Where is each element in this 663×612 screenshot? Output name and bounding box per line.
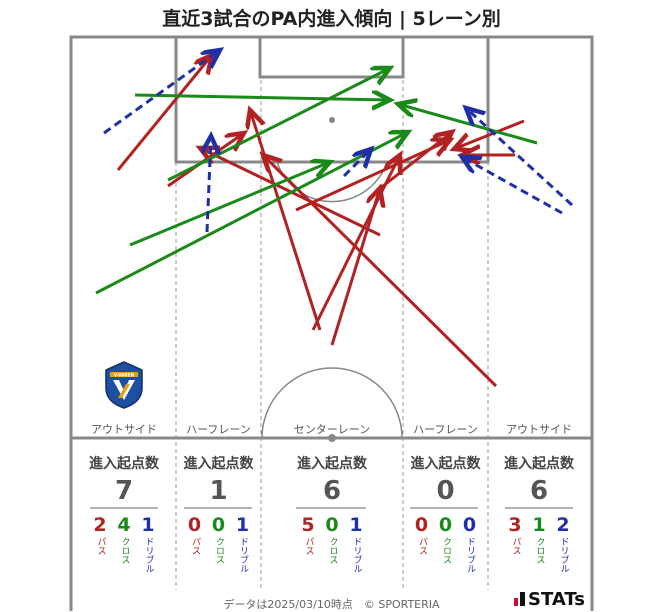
pass-arrow [295,140,450,212]
dribble-label: ドリブル [465,537,475,573]
lane-label-halfspace-right: ハーフレーン [413,423,478,436]
cross-count: 4 [117,514,131,536]
stats-logo: STATs [514,589,585,610]
stats-logo-text: STATs [528,589,585,610]
dribble-count: 1 [235,514,250,536]
lane-stat-breakdown: 5 パス 0 クロス 1 ドリブル [261,514,403,573]
lane-stat-breakdown: 2 パス 4 クロス 1 ドリブル [76,514,172,573]
pitch-outline [69,35,594,611]
cross-label: クロス [119,537,130,564]
dribble-arrow [342,149,371,178]
dribble-count: 2 [556,514,570,536]
penalty-spot [329,117,335,123]
cross-count: 1 [532,514,546,536]
pass-count: 3 [508,514,522,536]
lane-stat-total: 7 [114,476,134,506]
pass-arrow [263,155,498,388]
lane-stat-breakdown: 0 パス 0 クロス 0 ドリブル [403,514,488,573]
pass-label: パス [190,537,200,555]
pass-arrow [250,110,322,331]
cross-arrow [134,95,390,100]
lane-stat-header: 進入起点数 [89,456,159,472]
pass-count: 0 [414,514,429,536]
lane-stat-breakdown: 3 パス 1 クロス 2 ドリブル [488,514,590,573]
page-title: 直近3試合のPA内進入傾向 | 5レーン別 [162,8,501,30]
cross-arrow [167,68,390,182]
dribble-arrow [462,157,563,215]
svg-text:V-VAREN: V-VAREN [114,372,135,377]
cross-arrow [95,132,408,295]
pass-arrow [377,132,452,192]
pass-arrow [330,188,380,346]
dribble-arrow [466,108,574,207]
footer-credit: データは2025/03/10時点 © SPORTERIA [223,598,440,611]
dribble-label: ドリブル [143,537,154,573]
dribble-label: ドリブル [238,537,248,573]
lane-stat-total: 0 [436,476,455,506]
pass-count: 5 [301,514,315,536]
cross-count: 0 [438,514,453,536]
cross-label: クロス [534,537,545,564]
pass-label: パス [510,537,521,555]
dribble-arrows [103,50,574,233]
center-spot [328,434,336,442]
goal-area [258,37,405,79]
lane-stat-breakdown: 0 パス 0 クロス 1 ドリブル [176,514,261,573]
pass-count: 0 [187,514,202,536]
lane-label-outside-left: アウトサイド [91,423,157,436]
center-circle [261,367,403,439]
lane-stat-header: 進入起点数 [504,456,574,472]
pass-label: パス [95,537,106,555]
dribble-count: 0 [462,514,477,536]
cross-count: 0 [325,514,339,536]
cross-arrows [95,68,538,295]
lane-label-outside-right: アウトサイド [506,423,572,436]
pass-count: 2 [93,514,107,536]
dribble-arrow [103,50,220,135]
lane-stat-header: 進入起点数 [183,456,254,472]
lane-stat-total: 6 [322,476,342,506]
dribble-label: ドリブル [351,537,362,573]
lane-stat-header: 進入起点数 [410,456,481,472]
dribble-count: 1 [141,514,155,536]
pass-label: パス [417,537,427,555]
lane-label-center: センターレーン [293,423,371,436]
team-crest-logo: V-VAREN [105,361,143,409]
lane-stat-header: 進入起点数 [297,456,367,472]
dribble-label: ドリブル [558,537,569,573]
cross-label: クロス [214,537,224,564]
penalty-arc [276,161,388,203]
cross-label: クロス [441,537,451,564]
lane-stat-total: 1 [209,476,228,506]
lane-stat-total: 6 [529,476,549,506]
pass-arrow [116,55,212,171]
dribble-arrow [207,136,211,233]
lane-label-halfspace-left: ハーフレーン [186,423,251,436]
cross-count: 0 [211,514,226,536]
pass-label: パス [303,537,314,555]
cross-arrow [129,162,330,247]
pass-arrows [116,55,525,388]
dribble-count: 1 [349,514,363,536]
cross-label: クロス [327,537,338,564]
